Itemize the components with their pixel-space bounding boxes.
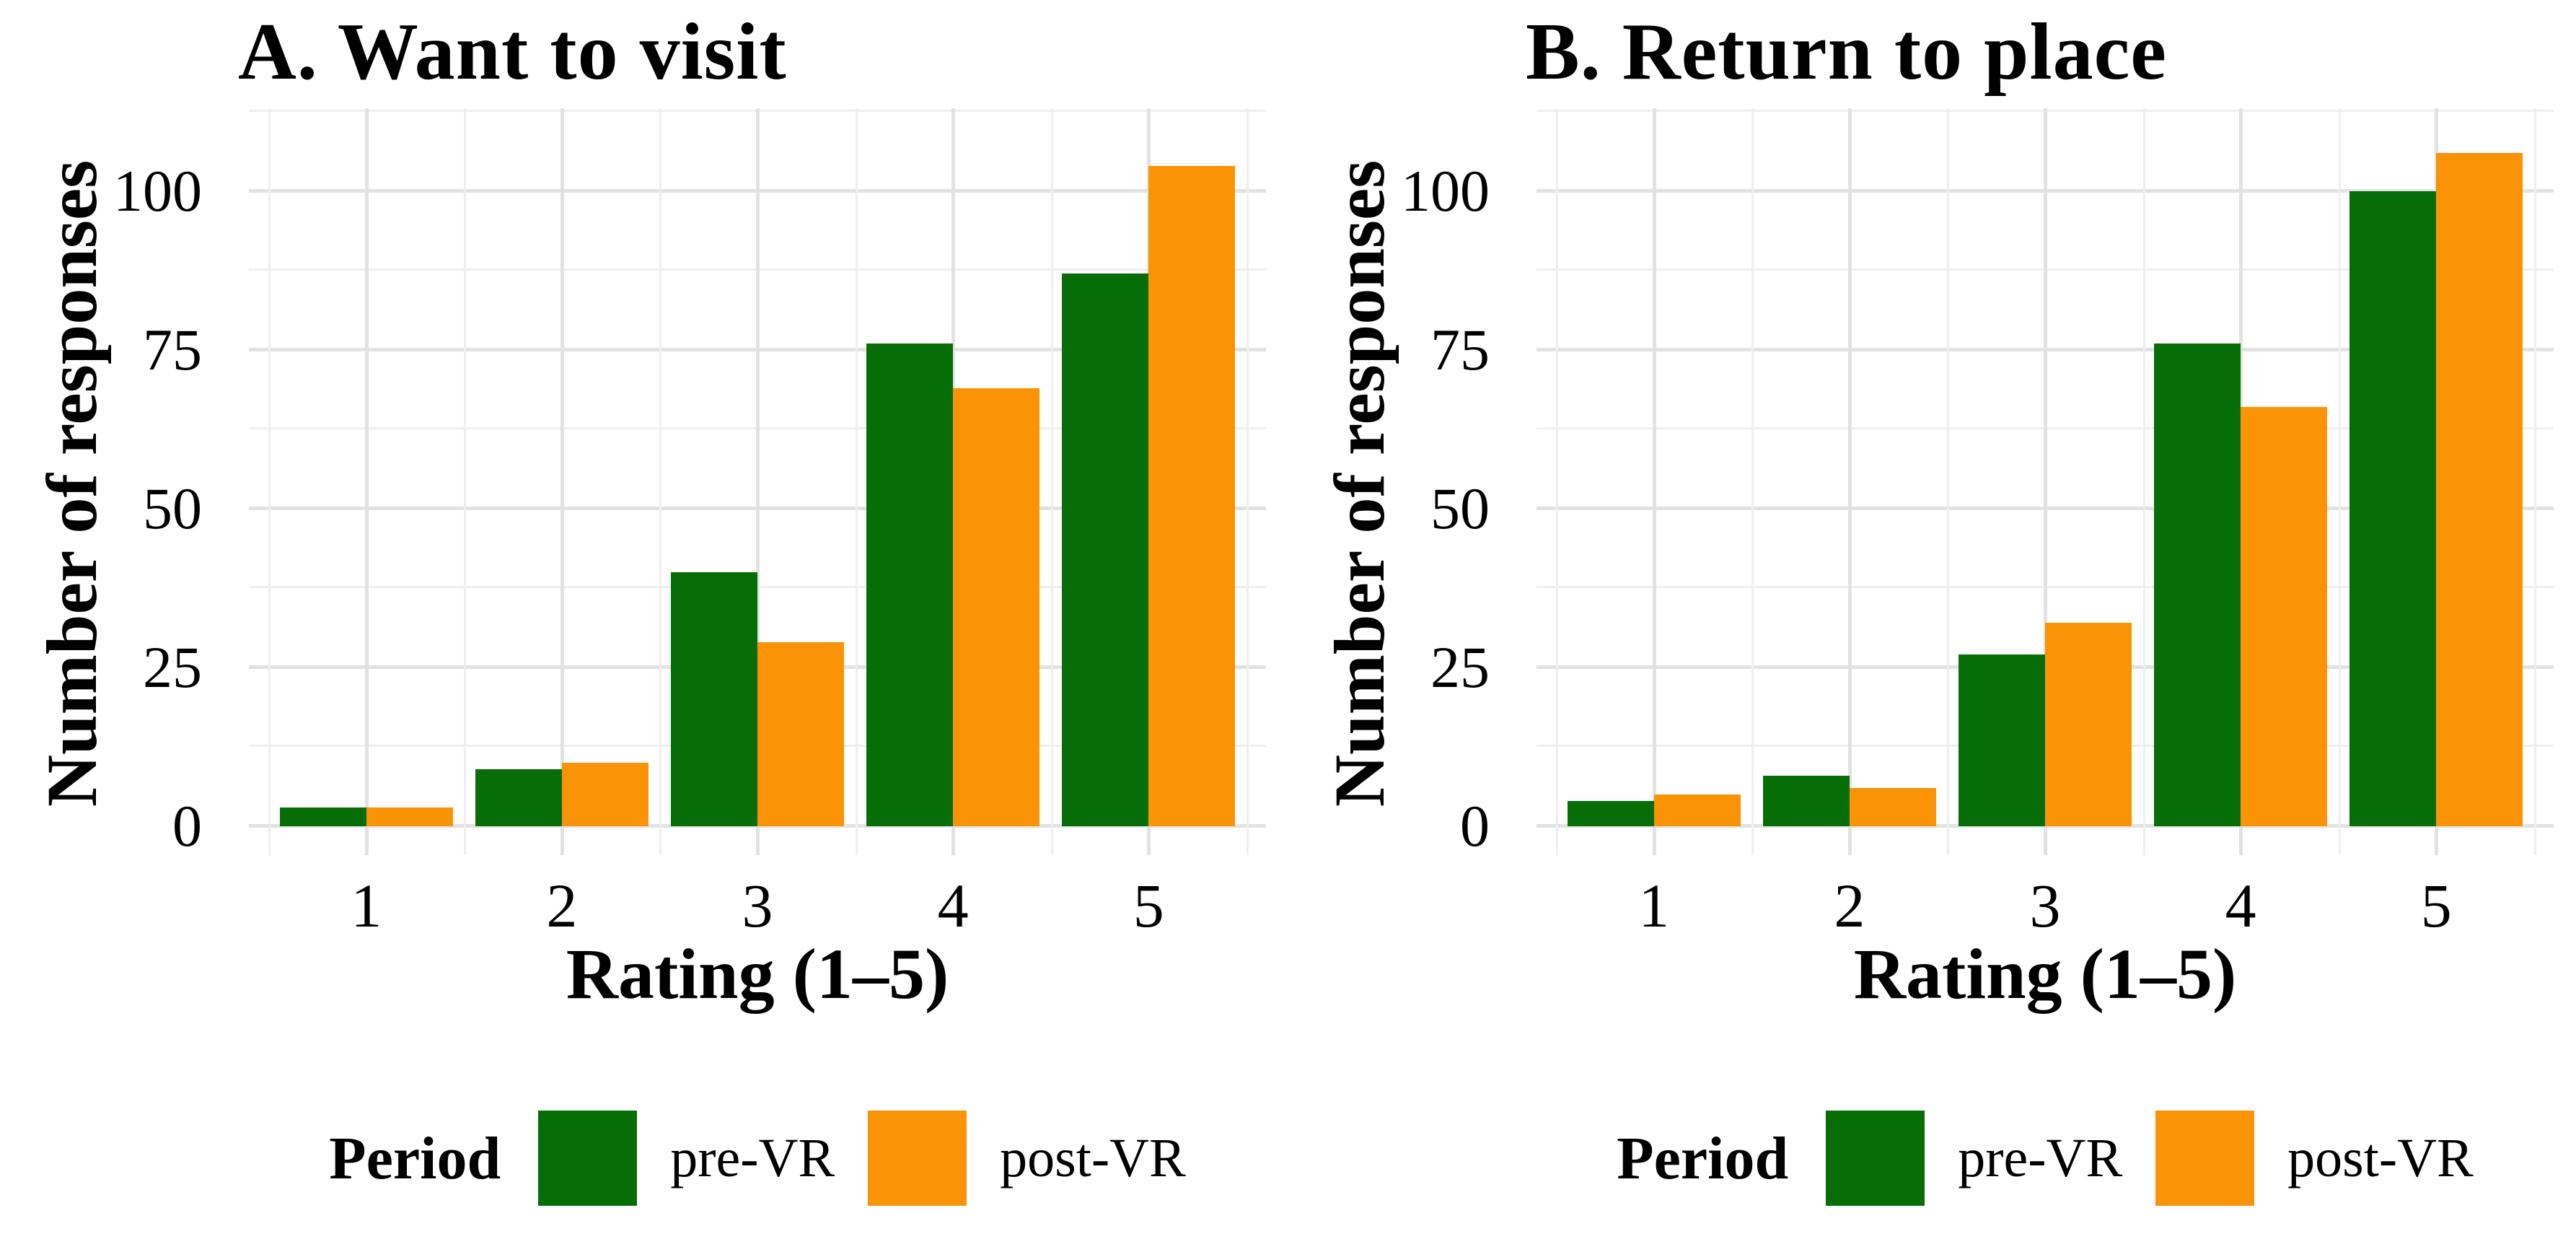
panel-b-x-axis-label: Rating (1–5) <box>1853 934 2237 1014</box>
x-tick-label-5: 5 <box>1133 871 1164 940</box>
bar-post-vr-rating-3 <box>2045 623 2132 826</box>
gridline-x-minor-3 <box>2142 108 2145 855</box>
panel-a-plot-area <box>249 108 1266 855</box>
gridline-x-minor-0 <box>1556 108 1559 855</box>
x-tick-label-2: 2 <box>546 871 578 940</box>
x-tick-label-1: 1 <box>351 871 382 940</box>
panel-a-x-axis-label: Rating (1–5) <box>566 934 949 1014</box>
legend-title: Period <box>1617 1124 1789 1192</box>
y-tick-label-25: 25 <box>1430 634 1490 700</box>
bar-pre-vr-rating-4 <box>2154 343 2241 826</box>
bar-pre-vr-rating-1 <box>1567 800 1654 826</box>
y-tick-label-50: 50 <box>143 476 202 541</box>
legend-swatch-pre-vr <box>538 1111 638 1206</box>
gridline-x-minor-5 <box>2533 108 2536 855</box>
bar-pre-vr-rating-2 <box>475 769 562 826</box>
y-tick-label-0: 0 <box>1460 793 1490 859</box>
legend-label-post-vr: post-VR <box>1000 1127 1186 1188</box>
y-tick-label-50: 50 <box>1430 476 1490 541</box>
legend-swatch-pre-vr <box>1826 1111 1925 1206</box>
bar-pre-vr-rating-3 <box>671 572 757 826</box>
x-tick-label-4: 4 <box>937 871 969 940</box>
legend-label-post-vr: post-VR <box>2287 1127 2474 1188</box>
legend-item-post-vr: post-VR <box>868 1111 1186 1206</box>
bar-post-vr-rating-4 <box>953 388 1040 826</box>
bar-pre-vr-rating-5 <box>2349 191 2437 826</box>
gridline-x-minor-3 <box>855 108 858 855</box>
bar-pre-vr-rating-1 <box>279 807 366 826</box>
gridline-x-2 <box>1847 108 1852 855</box>
gridline-x-minor-0 <box>268 108 271 855</box>
bar-post-vr-rating-1 <box>1653 794 1741 826</box>
gridline-x-1 <box>1652 108 1656 855</box>
panel-a-legend: Period pre-VR post-VR <box>249 1086 1266 1230</box>
bar-post-vr-rating-1 <box>366 807 453 826</box>
panel-b-plot-area <box>1537 108 2554 855</box>
x-tick-label-2: 2 <box>1834 871 1865 940</box>
gridline-x-minor-1 <box>1751 108 1754 855</box>
x-tick-label-4: 4 <box>2225 871 2256 940</box>
x-tick-label-3: 3 <box>742 871 773 940</box>
x-tick-label-3: 3 <box>2029 871 2061 940</box>
panel-a: A. Want to visit Number of responses Rat… <box>32 7 1266 1230</box>
gridline-x-1 <box>364 108 369 855</box>
y-tick-label-100: 100 <box>113 158 202 224</box>
gridline-x-minor-2 <box>1947 108 1950 855</box>
bar-post-vr-rating-2 <box>1849 788 1936 826</box>
bar-post-vr-rating-4 <box>2241 407 2328 826</box>
bar-pre-vr-rating-4 <box>866 343 954 826</box>
y-tick-label-75: 75 <box>143 317 202 382</box>
gridline-x-minor-1 <box>464 108 467 855</box>
y-tick-label-75: 75 <box>1430 317 1490 382</box>
bar-post-vr-rating-5 <box>2436 153 2523 826</box>
gridline-x-3 <box>2044 108 2047 855</box>
panel-b-legend: Period pre-VR post-VR <box>1537 1086 2554 1230</box>
panel-a-title: A. Want to visit <box>238 7 787 97</box>
bar-post-vr-rating-3 <box>757 642 844 826</box>
panel-b-title: B. Return to place <box>1526 7 2168 97</box>
gridline-x-minor-4 <box>1050 108 1053 855</box>
legend-item-pre-vr: pre-VR <box>1826 1111 2122 1206</box>
gridline-x-minor-2 <box>659 108 662 855</box>
bar-pre-vr-rating-2 <box>1762 775 1850 826</box>
y-tick-label-0: 0 <box>172 793 202 859</box>
y-tick-label-100: 100 <box>1401 158 1490 224</box>
panel-b: B. Return to place Number of responses R… <box>1288 0 2575 1239</box>
legend-label-pre-vr: pre-VR <box>670 1127 835 1188</box>
legend-label-pre-vr: pre-VR <box>1958 1127 2123 1188</box>
gridline-x-minor-4 <box>2338 108 2341 855</box>
legend-title: Period <box>329 1124 501 1192</box>
y-tick-label-25: 25 <box>143 634 202 700</box>
gridline-x-2 <box>560 108 564 855</box>
gridline-x-minor-5 <box>1246 108 1249 855</box>
legend-swatch-post-vr <box>868 1111 967 1206</box>
x-tick-label-5: 5 <box>2420 871 2452 940</box>
x-tick-label-1: 1 <box>1638 871 1670 940</box>
legend-item-post-vr: post-VR <box>2155 1111 2474 1206</box>
bar-post-vr-rating-2 <box>561 763 649 826</box>
bar-pre-vr-rating-3 <box>1959 654 2045 826</box>
legend-item-pre-vr: pre-VR <box>538 1111 835 1206</box>
legend-swatch-post-vr <box>2155 1111 2255 1206</box>
bar-post-vr-rating-5 <box>1148 165 1236 826</box>
gridline-x-3 <box>756 108 760 855</box>
bar-pre-vr-rating-5 <box>1062 273 1149 826</box>
